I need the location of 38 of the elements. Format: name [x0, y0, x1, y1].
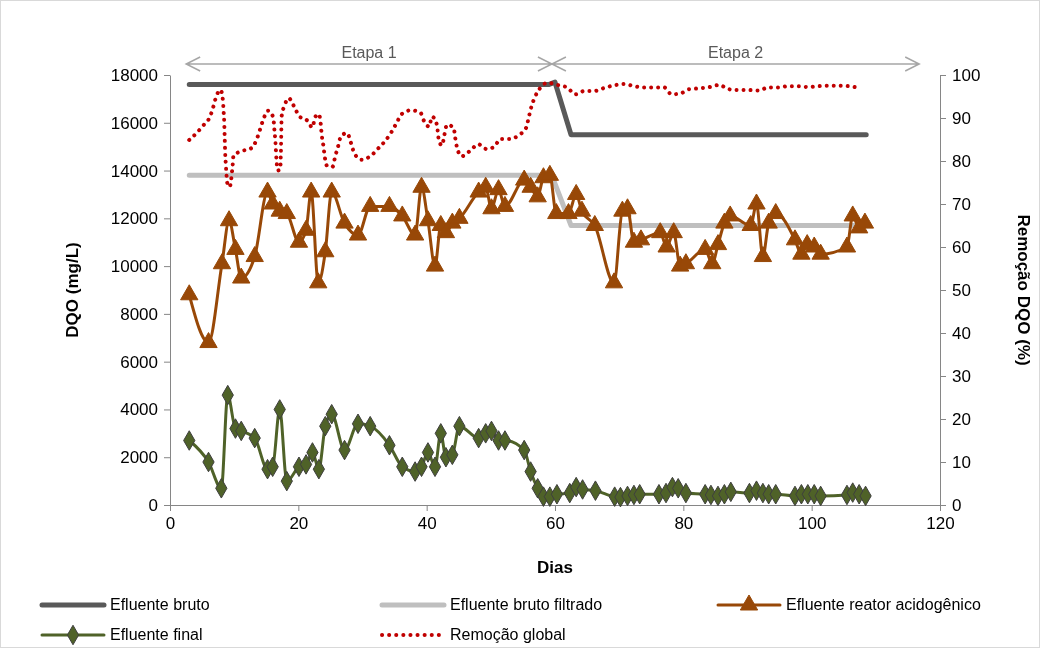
y-axis-title: DQO (mg/L) — [63, 242, 82, 338]
x-tick-label: 20 — [289, 514, 309, 534]
legend-label: Remoção global — [450, 626, 566, 643]
x-axis-title: Dias — [537, 558, 573, 577]
x-tick-label: 100 — [797, 514, 827, 534]
y2-tick-label: 50 — [952, 280, 971, 300]
y2-tick-label: 40 — [952, 323, 971, 343]
y-tick-label: 2000 — [120, 448, 158, 468]
y2-tick-label: 20 — [952, 409, 971, 429]
y2-tick-label: 30 — [952, 366, 971, 386]
legend-label: Efluente bruto filtrado — [450, 596, 603, 613]
y-tick-label: 0 — [148, 495, 158, 515]
y-tick-label: 12000 — [110, 209, 158, 229]
x-tick-label: 40 — [417, 514, 437, 534]
y-tick-label: 18000 — [110, 65, 158, 85]
y2-tick-label: 0 — [952, 495, 962, 515]
y-tick-label: 14000 — [110, 161, 158, 181]
y-tick-label: 16000 — [110, 113, 158, 133]
y-tick-label: 4000 — [120, 400, 158, 420]
y2-tick-label: 90 — [952, 108, 971, 128]
y-tick-label: 10000 — [110, 257, 158, 277]
y-tick-label: 8000 — [120, 304, 158, 324]
x-tick-label: 120 — [926, 514, 955, 534]
legend-label: Efluente final — [110, 626, 203, 643]
legend-label: Efluente bruto — [110, 596, 210, 613]
x-tick-label: 60 — [546, 514, 565, 534]
x-tick-label: 80 — [674, 514, 694, 534]
y-tick-label: 6000 — [120, 352, 158, 372]
text: Etapa 2 — [707, 44, 764, 61]
x-tick-label: 0 — [165, 514, 176, 534]
y2-tick-label: 100 — [952, 65, 981, 85]
legend-label: Efluente reator acidogênico — [786, 596, 981, 613]
y2-tick-label: 70 — [952, 194, 971, 214]
y2-tick-label: 80 — [952, 151, 971, 171]
text: Etapa 1 — [341, 44, 397, 61]
y2-axis-title: Remoção DQO (%) — [1014, 214, 1033, 366]
y2-tick-label: 60 — [952, 237, 971, 257]
y2-tick-label: 10 — [952, 452, 971, 472]
